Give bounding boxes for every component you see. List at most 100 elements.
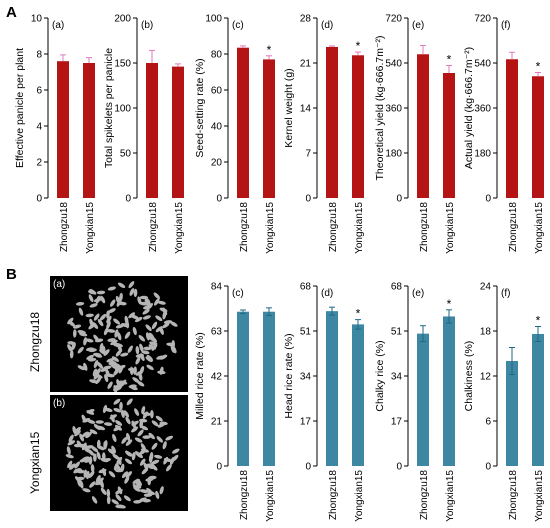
rice-grain	[157, 300, 166, 305]
panel-label: (a)	[52, 20, 64, 31]
chart-b-c: 0 21 42 63 84 (c) Milled rice rate (%) Zhongzu1…	[194, 282, 276, 522]
rice-grain	[137, 429, 144, 437]
photo-label-b: (b)	[53, 398, 66, 409]
rice-grain	[74, 426, 82, 434]
x-tick-label: Zhongzu18	[508, 202, 519, 252]
bar-yongxian15	[172, 66, 184, 198]
chart-a-b: 0 50 100 150 200 (b) Total spikelets per panic…	[103, 14, 185, 254]
y-tick-label: 20	[211, 158, 223, 169]
rice-grain	[87, 449, 95, 456]
rice-grain	[150, 336, 158, 343]
rice-grain	[87, 419, 96, 424]
panel-label: (b)	[141, 20, 153, 31]
rice-grain	[106, 373, 115, 378]
rice-grain	[114, 384, 123, 389]
rice-grain	[107, 381, 113, 389]
rice-grain	[139, 458, 146, 466]
rice-grain	[96, 445, 105, 451]
rice-grain	[135, 481, 142, 489]
rice-grain	[151, 459, 160, 465]
rice-grain	[93, 453, 97, 462]
rice-grain	[89, 481, 96, 488]
rice-grain	[113, 368, 120, 376]
rice-grain	[157, 422, 166, 428]
y-tick-label: 42	[211, 372, 223, 383]
rice-grain	[131, 451, 136, 461]
rice-grain	[151, 321, 158, 330]
rice-grain	[150, 410, 154, 419]
rice-grain	[78, 307, 84, 316]
rice-grain	[127, 345, 133, 353]
panel-label: (c)	[232, 20, 244, 31]
rice-grain	[74, 461, 81, 469]
bar-zhongzu18	[506, 361, 518, 466]
x-tick-label: Yongxian15	[354, 202, 365, 254]
rice-grain	[92, 322, 99, 329]
grain-photo-zhongzu18: (a)	[50, 276, 188, 392]
rice-grain	[147, 477, 151, 486]
y-tick-label: 0	[485, 462, 491, 473]
y-tick-label: 200	[114, 14, 131, 25]
rice-grain	[89, 379, 98, 384]
bar-zhongzu18	[417, 333, 429, 466]
panel-label: (f)	[501, 20, 510, 31]
y-tick-label: 63	[211, 327, 223, 338]
y-tick-label: 4	[36, 122, 42, 133]
rice-grain	[121, 436, 128, 444]
rice-grain	[155, 315, 163, 322]
rice-grain	[83, 362, 88, 371]
rice-grain	[156, 355, 165, 360]
rice-grain	[110, 339, 118, 346]
rice-grain	[81, 442, 87, 451]
y-tick-label: 14	[300, 104, 312, 115]
y-tick-label: 0	[485, 194, 491, 205]
y-tick-label: 21	[211, 417, 223, 428]
rice-grain	[120, 352, 129, 357]
x-tick-label: Zhongzu18	[239, 202, 250, 252]
rice-grain	[156, 436, 164, 443]
chart-a-e: 0 180 360 540 720 (e) Theoretical yield (kg·66…	[374, 14, 456, 254]
x-tick-label: Zhongzu18	[328, 202, 339, 252]
rice-grain	[81, 414, 87, 423]
panel-label: (d)	[321, 288, 333, 299]
panel-letter-a: A	[6, 4, 17, 21]
y-tick-label: 28	[300, 14, 312, 25]
rice-grain	[151, 442, 158, 450]
rice-grain	[77, 330, 86, 334]
rice-grain	[85, 347, 95, 352]
rice-grain	[117, 504, 126, 509]
rice-grain	[68, 434, 74, 443]
x-tick-label: Yongxian15	[534, 470, 545, 522]
rice-grain	[163, 456, 169, 465]
bar-zhongzu18	[326, 311, 338, 466]
rice-grain	[87, 357, 97, 362]
y-tick-label: 21	[300, 59, 312, 70]
y-tick-label: 360	[385, 104, 402, 115]
rice-grain	[132, 326, 137, 336]
panel-letter-b: B	[6, 266, 17, 283]
rice-grain	[142, 315, 151, 320]
rice-grain	[113, 462, 119, 471]
rice-grain	[69, 463, 76, 470]
rice-grain	[90, 464, 95, 473]
rice-grain	[138, 335, 146, 342]
x-tick-label: Yongxian15	[174, 202, 185, 254]
rice-grain	[73, 443, 83, 448]
rice-grain	[94, 481, 104, 486]
bar-zhongzu18	[237, 47, 249, 199]
rice-grain	[134, 316, 143, 323]
rice-grain	[125, 471, 133, 478]
rice-grain	[111, 445, 117, 454]
rice-grain	[136, 452, 144, 459]
y-axis-title: Actual yield (kg·666.7m⁻²)	[463, 47, 475, 169]
rice-grain	[119, 401, 123, 411]
rice-grain	[66, 446, 71, 455]
rice-grain	[83, 337, 88, 346]
rice-grain	[76, 469, 85, 474]
rice-grain	[103, 349, 110, 356]
y-tick-label: 100	[205, 14, 222, 25]
rice-grain	[94, 338, 104, 343]
rice-grain	[169, 457, 175, 465]
rice-grain	[85, 431, 92, 439]
rice-grain	[86, 354, 94, 360]
